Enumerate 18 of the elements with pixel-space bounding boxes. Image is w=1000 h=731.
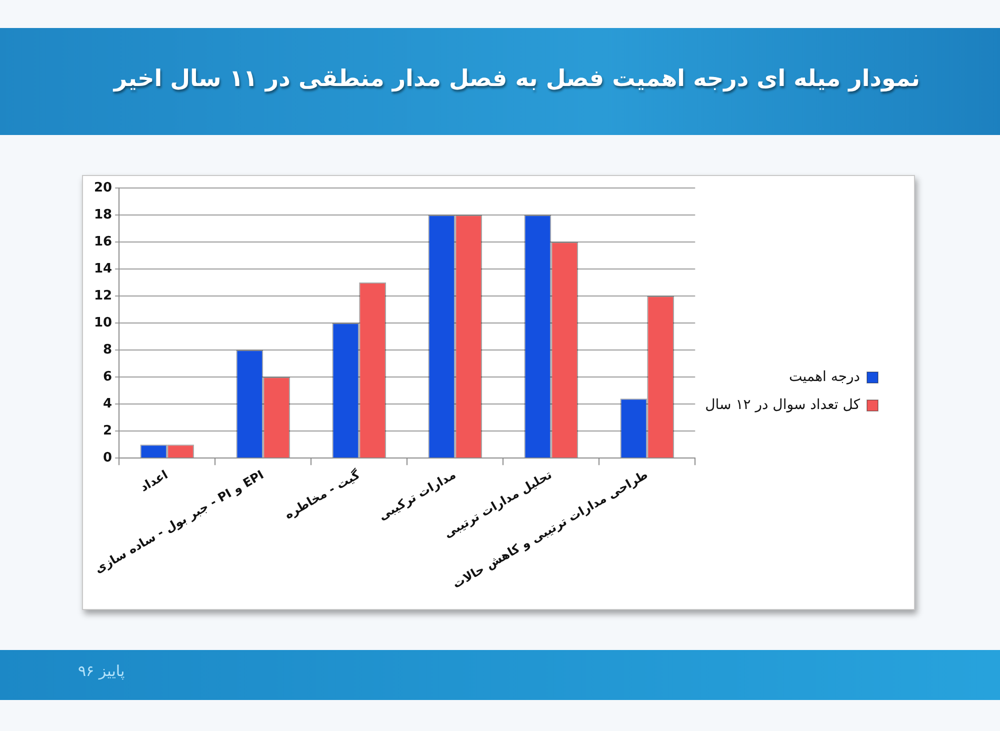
y-tick-label: 14 (94, 261, 112, 276)
y-tick-label: 12 (94, 288, 112, 304)
legend-label: درجه اهمیت (789, 369, 860, 386)
x-tick-label: گیت - مخاطره (282, 467, 362, 522)
x-tick-label: مدارات ترکیبی (376, 467, 458, 523)
text: پاییز ۹۶ (78, 662, 125, 680)
y-tick-label: 4 (103, 396, 112, 412)
y-tick-label: 6 (103, 369, 112, 384)
y-tick-label: 18 (94, 207, 112, 222)
y-tick-label: 20 (94, 180, 112, 196)
chart-title: نمودار میله ای درجه اهمیت فصل به فصل مدار منطقی در ۱۱ سال اخیر (114, 66, 920, 92)
y-tick-label: 16 (94, 234, 112, 250)
y-tick-label: 2 (103, 423, 112, 438)
y-tick-label: 10 (94, 315, 112, 330)
legend-label: کل تعداد سوال در ۱۲ سال (705, 397, 860, 414)
y-tick-label: 8 (103, 342, 112, 358)
y-tick-label: 0 (103, 450, 112, 466)
x-tick-label: اعداد (138, 467, 170, 494)
